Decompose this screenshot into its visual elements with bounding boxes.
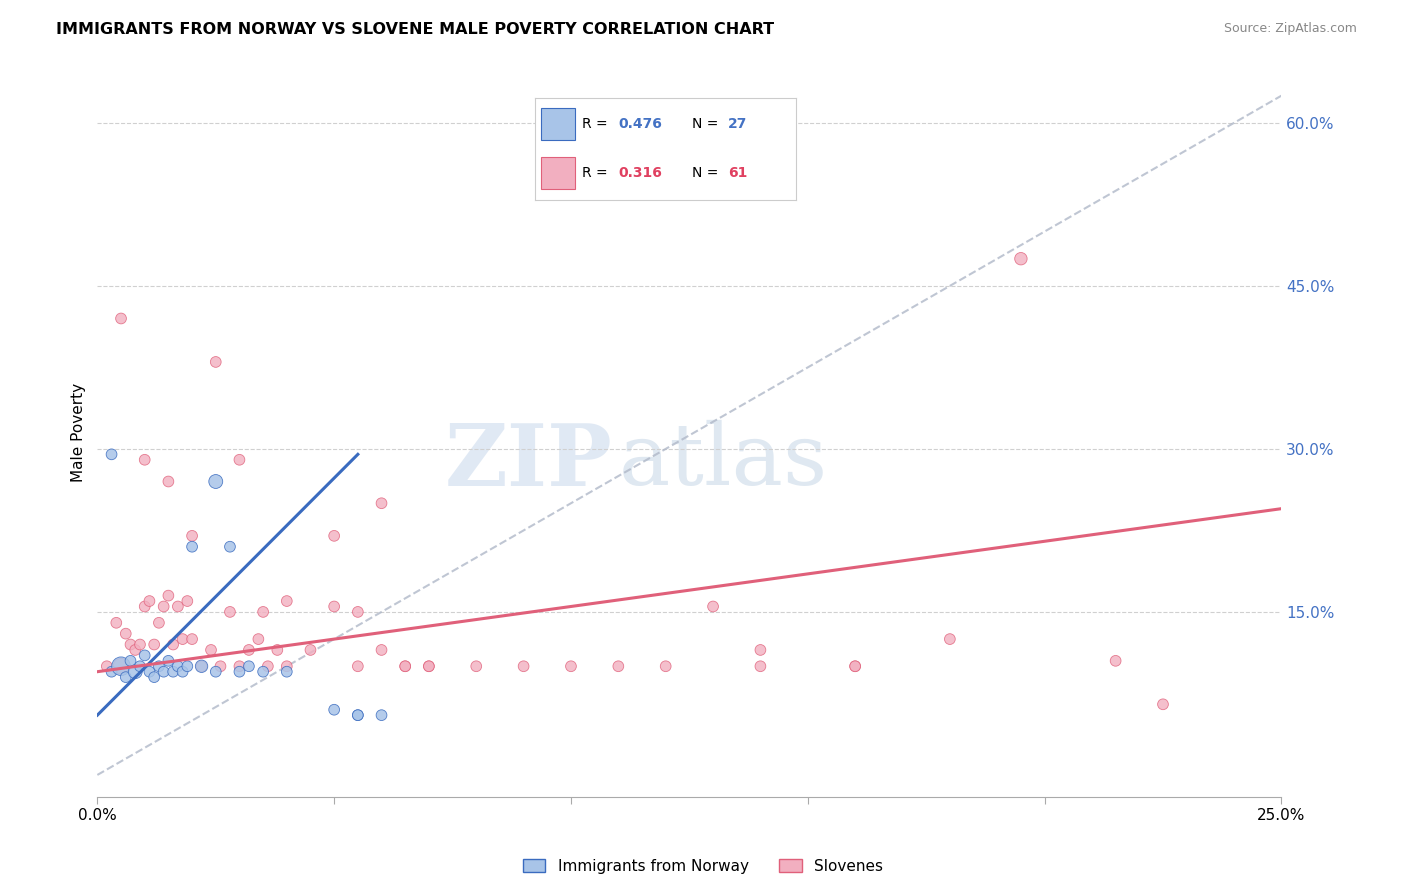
Point [276,594,298,608]
Point [418,659,440,673]
Text: atlas: atlas [619,420,828,503]
Point [749,643,772,657]
Point [257,659,280,673]
Point [702,599,724,614]
Point [129,638,152,652]
Point [323,703,346,717]
Point [228,665,250,679]
Point [749,659,772,673]
Point [323,529,346,543]
Point [181,540,204,554]
Point [148,615,170,630]
Point [204,475,226,489]
Point [299,643,322,657]
Point [110,659,132,673]
Point [157,475,180,489]
Point [96,659,118,673]
Point [1152,698,1174,712]
Point [219,540,242,554]
Point [370,643,392,657]
Point [120,638,142,652]
Point [176,594,198,608]
Point [162,638,184,652]
Y-axis label: Male Poverty: Male Poverty [72,383,86,483]
Point [512,659,534,673]
Point [129,659,152,673]
Point [228,659,250,673]
Point [134,599,156,614]
Point [276,659,298,673]
Point [370,496,392,510]
Text: IMMIGRANTS FROM NORWAY VS SLOVENE MALE POVERTY CORRELATION CHART: IMMIGRANTS FROM NORWAY VS SLOVENE MALE P… [56,22,775,37]
Legend: Immigrants from Norway, Slovenes: Immigrants from Norway, Slovenes [516,853,890,880]
Point [238,659,260,673]
Point [370,708,392,723]
Point [347,708,370,723]
Point [323,599,346,614]
Point [124,665,146,679]
Point [190,659,212,673]
Point [394,659,416,673]
Point [176,659,198,673]
Point [276,665,298,679]
Point [120,654,142,668]
Text: Source: ZipAtlas.com: Source: ZipAtlas.com [1223,22,1357,36]
Point [347,708,370,723]
Point [162,665,184,679]
Point [654,659,676,673]
Point [844,659,866,673]
Point [143,670,166,684]
Point [465,659,488,673]
Point [138,665,160,679]
Point [219,605,242,619]
Point [105,615,128,630]
Point [347,605,370,619]
Point [134,452,156,467]
Point [152,665,174,679]
Point [607,659,630,673]
Point [228,452,250,467]
Point [148,659,170,673]
Point [181,529,204,543]
Point [100,665,122,679]
Point [266,643,288,657]
Point [204,355,226,369]
Point [167,599,190,614]
Text: ZIP: ZIP [444,420,613,504]
Point [418,659,440,673]
Point [200,643,222,657]
Point [152,599,174,614]
Point [247,632,270,646]
Point [204,665,226,679]
Point [172,665,194,679]
Point [114,626,136,640]
Point [844,659,866,673]
Point [181,632,204,646]
Point [110,311,132,326]
Point [190,659,212,673]
Point [394,659,416,673]
Point [1010,252,1032,266]
Point [560,659,582,673]
Point [939,632,962,646]
Point [157,654,180,668]
Point [124,643,146,657]
Point [167,659,190,673]
Point [238,643,260,657]
Point [157,589,180,603]
Point [138,594,160,608]
Point [347,659,370,673]
Point [100,447,122,461]
Point [143,638,166,652]
Point [209,659,232,673]
Point [110,659,132,673]
Point [114,670,136,684]
Point [252,605,274,619]
Point [172,632,194,646]
Point [252,665,274,679]
Point [134,648,156,663]
Point [1104,654,1126,668]
